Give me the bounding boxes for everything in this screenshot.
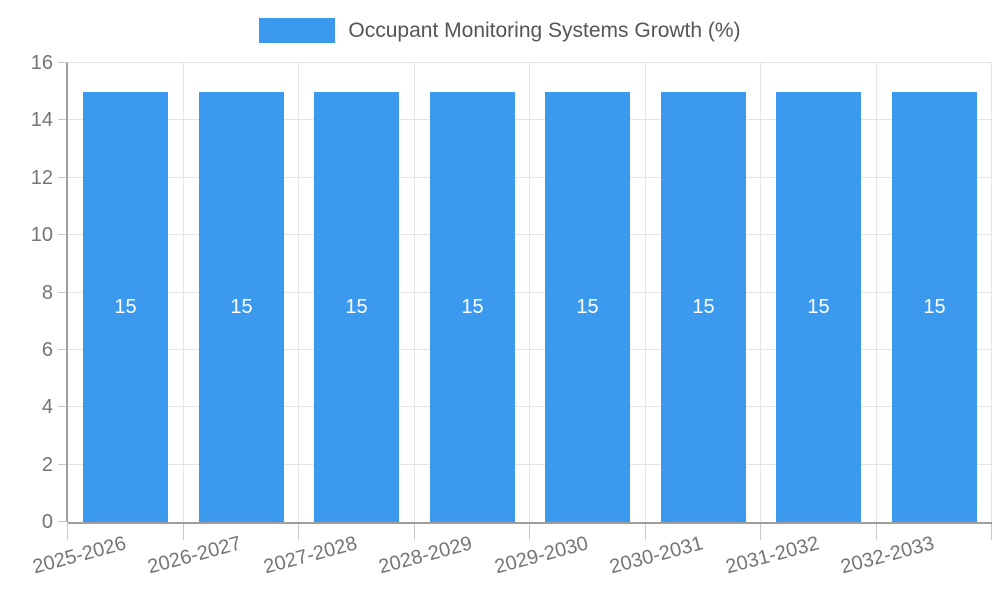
v-gridline [183, 63, 184, 522]
bar-value-label: 15 [114, 296, 137, 318]
x-axis-tick [645, 522, 646, 540]
x-axis-label: 2027-2028 [261, 532, 360, 579]
x-axis-label: 2028-2029 [376, 532, 475, 579]
x-axis-label: 2029-2030 [492, 532, 591, 579]
bar-value-label: 15 [923, 296, 946, 318]
x-axis-tick [183, 522, 184, 540]
v-gridline [760, 63, 761, 522]
bar-value-label: 15 [345, 296, 368, 318]
v-gridline [298, 63, 299, 522]
y-axis-label: 0 [41, 511, 53, 533]
y-axis-label: 12 [30, 167, 53, 189]
bar-value-label: 15 [807, 296, 830, 318]
y-axis-label: 4 [41, 396, 53, 418]
x-axis-tick [67, 522, 68, 540]
y-axis-label: 8 [41, 282, 53, 304]
y-axis-label: 10 [30, 224, 53, 246]
y-axis-tick [58, 464, 68, 465]
bar-value-label: 15 [461, 296, 484, 318]
v-gridline [645, 63, 646, 522]
x-axis-label: 2031-2032 [723, 532, 822, 579]
bar [545, 92, 630, 522]
x-axis-label: 2030-2031 [607, 532, 706, 579]
bar-value-label: 15 [230, 296, 253, 318]
y-axis-tick [58, 292, 68, 293]
legend-swatch [259, 18, 336, 43]
x-axis-label: 2025-2026 [30, 532, 129, 579]
h-gridline [68, 62, 992, 63]
y-axis-tick [58, 119, 68, 120]
h-gridline [68, 464, 992, 465]
y-axis-tick [58, 62, 68, 63]
x-axis-tick [760, 522, 761, 540]
x-axis-line [68, 522, 992, 524]
h-gridline [68, 292, 992, 293]
x-axis-tick [529, 522, 530, 540]
y-axis-label: 6 [41, 339, 53, 361]
x-axis-tick [876, 522, 877, 540]
y-axis-tick [58, 177, 68, 178]
bar [83, 92, 168, 522]
h-gridline [68, 406, 992, 407]
bar [430, 92, 515, 522]
v-gridline [876, 63, 877, 522]
y-axis-tick [58, 234, 68, 235]
y-axis-tick [58, 521, 68, 522]
y-axis-label: 16 [30, 52, 53, 74]
y-axis-tick [58, 349, 68, 350]
bar-value-label: 15 [692, 296, 715, 318]
x-axis-tick [414, 522, 415, 540]
bar [892, 92, 977, 522]
h-gridline [68, 349, 992, 350]
bar [314, 92, 399, 522]
legend[interactable]: Occupant Monitoring Systems Growth (%) [0, 18, 1000, 43]
h-gridline [68, 234, 992, 235]
bar [199, 92, 284, 522]
h-gridline [68, 177, 992, 178]
x-axis-tick [298, 522, 299, 540]
v-gridline [991, 63, 992, 522]
y-axis-label: 14 [30, 109, 53, 131]
bar-value-label: 15 [576, 296, 599, 318]
y-axis-line [66, 63, 68, 522]
bar [776, 92, 861, 522]
x-axis-label: 2026-2027 [145, 532, 244, 579]
y-axis-tick [58, 406, 68, 407]
v-gridline [414, 63, 415, 522]
h-gridline [68, 119, 992, 120]
x-axis-label: 2032-2033 [838, 532, 937, 579]
y-axis-label: 2 [41, 454, 53, 476]
legend-label: Occupant Monitoring Systems Growth (%) [348, 19, 741, 42]
v-gridline [529, 63, 530, 522]
x-axis-tick [991, 522, 992, 540]
bar [661, 92, 746, 522]
